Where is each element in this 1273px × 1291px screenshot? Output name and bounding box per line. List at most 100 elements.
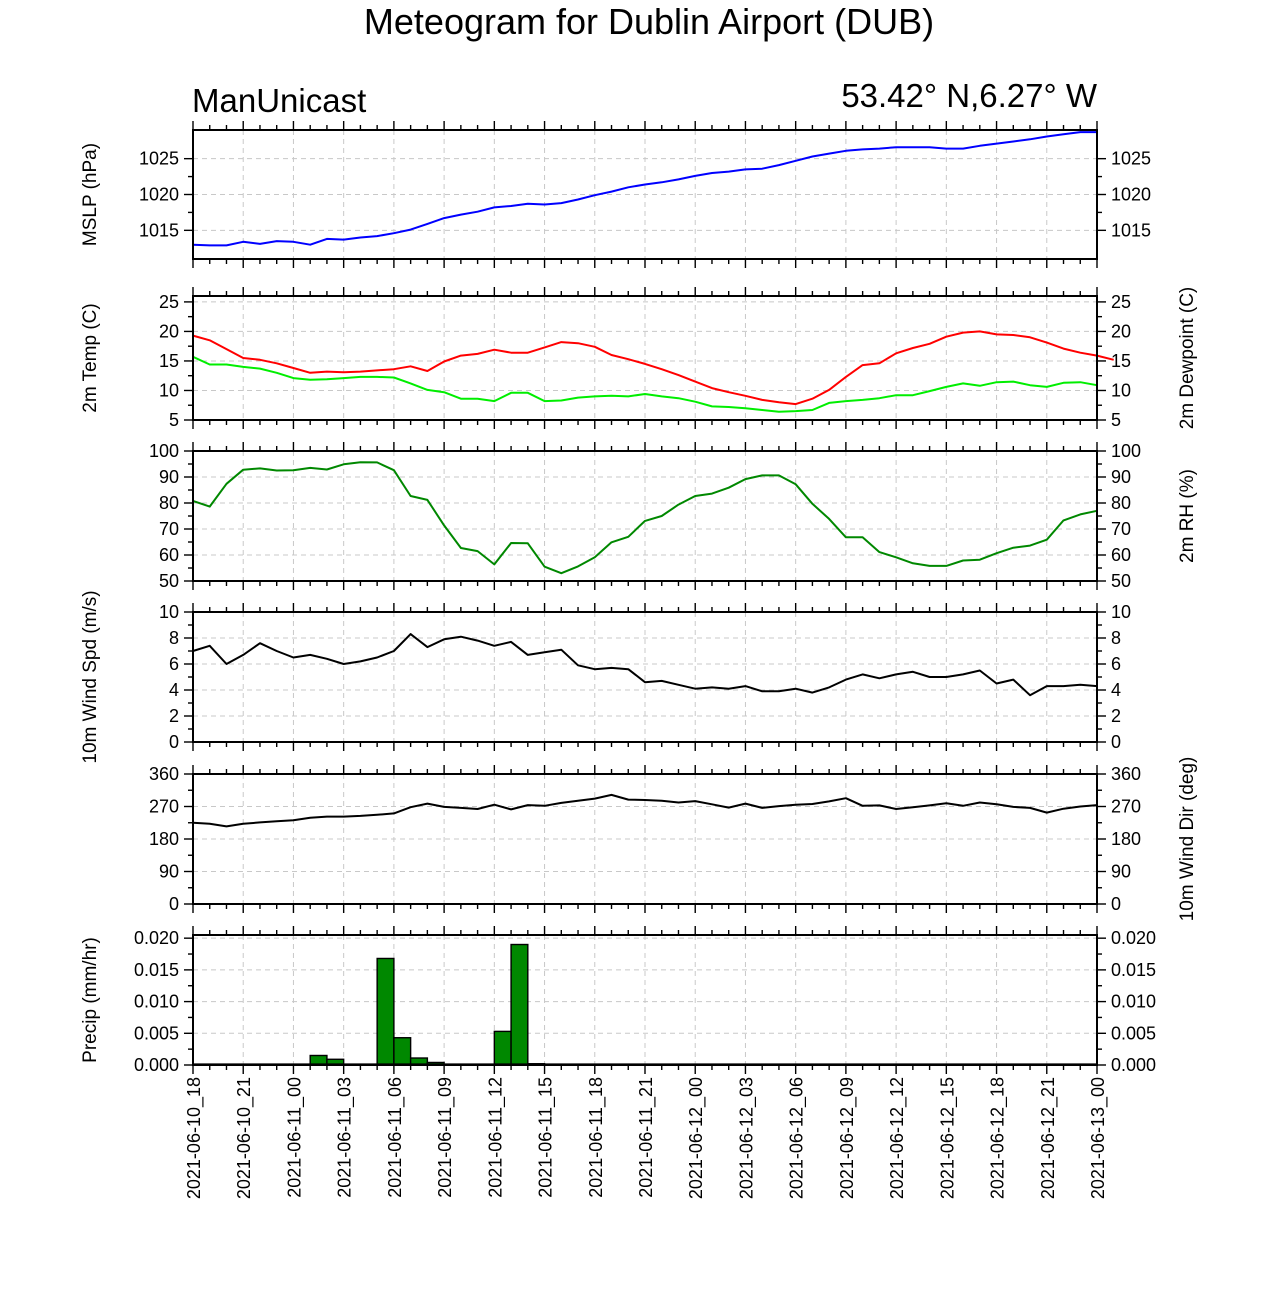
y-tick-label-right: 1015 bbox=[1111, 220, 1151, 240]
x-tick-label: 2021-06-11_09 bbox=[435, 1077, 456, 1198]
y-tick-label-left: 50 bbox=[159, 571, 179, 591]
y-tick-label-left: 0 bbox=[169, 732, 179, 752]
series-line-1 bbox=[192, 330, 1114, 406]
panel-4: 0 0 2 2 4 4 6 6 8 8 10 10 10m Wind Spd (m/s) bbox=[80, 590, 1131, 763]
series-line-1 bbox=[192, 461, 1098, 575]
y-tick-label-left: 360 bbox=[149, 764, 179, 784]
y-axis-label-right: 2m RH (%) bbox=[1177, 469, 1198, 563]
y-tick-label-left: 80 bbox=[159, 493, 179, 513]
y-tick-label-right: 1025 bbox=[1111, 149, 1151, 169]
y-tick-label-left: 0.010 bbox=[134, 992, 179, 1012]
y-tick-label-left: 1015 bbox=[139, 220, 179, 240]
y-axis-label-left: MSLP (hPa) bbox=[80, 143, 101, 246]
y-tick-label-left: 10 bbox=[159, 602, 179, 622]
y-tick-label-right: 70 bbox=[1111, 519, 1131, 539]
y-tick-label-left: 90 bbox=[159, 467, 179, 487]
y-tick-label-left: 5 bbox=[169, 410, 179, 430]
series-line-2 bbox=[192, 355, 1098, 413]
y-tick-label-right: 50 bbox=[1111, 571, 1131, 591]
y-tick-label-left: 20 bbox=[159, 321, 179, 341]
y-tick-label-left: 90 bbox=[159, 862, 179, 882]
series-line-1 bbox=[192, 793, 1098, 828]
series-line-1 bbox=[192, 131, 1097, 247]
x-tick-label: 2021-06-12_15 bbox=[937, 1077, 958, 1199]
x-tick-label: 2021-06-12_09 bbox=[837, 1077, 858, 1199]
y-tick-label-right: 0 bbox=[1111, 732, 1121, 752]
x-tick-label: 2021-06-12_03 bbox=[736, 1077, 757, 1199]
x-tick-label: 2021-06-11_12 bbox=[485, 1077, 506, 1198]
y-tick-label-left: 1025 bbox=[139, 149, 179, 169]
y-tick-label-left: 0.015 bbox=[134, 960, 179, 980]
x-tick-label: 2021-06-12_21 bbox=[1038, 1077, 1059, 1199]
y-tick-label-left: 0.000 bbox=[134, 1055, 179, 1075]
x-tick-label: 2021-06-11_21 bbox=[636, 1077, 657, 1198]
y-tick-label-right: 0 bbox=[1111, 894, 1121, 914]
y-tick-label-right: 100 bbox=[1111, 441, 1141, 461]
y-tick-label-right: 25 bbox=[1111, 292, 1131, 312]
y-tick-label-left: 0.020 bbox=[134, 928, 179, 948]
y-tick-label-right: 360 bbox=[1111, 764, 1141, 784]
y-tick-label-left: 4 bbox=[169, 680, 179, 700]
y-tick-label-right: 15 bbox=[1111, 351, 1131, 371]
x-tick-label: 2021-06-12_00 bbox=[686, 1077, 707, 1199]
x-tick-label: 2021-06-12_18 bbox=[988, 1077, 1009, 1199]
y-tick-label-right: 80 bbox=[1111, 493, 1131, 513]
series-line-1 bbox=[192, 633, 1098, 697]
location-label: 53.42° N,6.27° W bbox=[841, 77, 1098, 114]
x-tick-label: 2021-06-11_06 bbox=[385, 1077, 406, 1198]
x-tick-label: 2021-06-11_18 bbox=[586, 1077, 607, 1198]
precip-bar bbox=[393, 1037, 412, 1066]
panel-3: 50 50 60 60 70 70 80 80 90 90 100 100 2m RH (%) bbox=[149, 441, 1198, 591]
x-tick-label: 2021-06-10_21 bbox=[234, 1077, 255, 1199]
x-tick-label: 2021-06-11_15 bbox=[536, 1077, 557, 1198]
y-tick-label-right: 180 bbox=[1111, 829, 1141, 849]
chart-title: Meteogram for Dublin Airport (DUB) bbox=[364, 1, 934, 42]
precip-bar bbox=[376, 957, 395, 1066]
y-tick-label-right: 20 bbox=[1111, 321, 1131, 341]
x-tick-label: 2021-06-11_00 bbox=[284, 1077, 305, 1198]
y-axis-label-right: 2m Dewpoint (C) bbox=[1177, 287, 1198, 430]
y-axis-label-left: Precip (mm/hr) bbox=[80, 937, 101, 1063]
y-tick-label-right: 0.000 bbox=[1111, 1055, 1156, 1075]
y-tick-label-right: 0.010 bbox=[1111, 992, 1156, 1012]
y-tick-label-right: 10 bbox=[1111, 602, 1131, 622]
y-axis-label-left: 10m Wind Spd (m/s) bbox=[80, 590, 101, 763]
y-tick-label-right: 1020 bbox=[1111, 185, 1151, 205]
y-tick-label-right: 270 bbox=[1111, 797, 1141, 817]
y-axis-label-left: 2m Temp (C) bbox=[80, 303, 101, 412]
panel-2: 5 5 10 10 15 15 20 20 25 25 2m Temp (C) 2m Dewpoint… bbox=[80, 287, 1198, 430]
y-tick-label-right: 4 bbox=[1111, 680, 1121, 700]
y-tick-label-left: 10 bbox=[159, 380, 179, 400]
y-tick-label-right: 0.020 bbox=[1111, 928, 1156, 948]
y-tick-label-right: 0.005 bbox=[1111, 1023, 1156, 1043]
panel-6: 0.000 0.000 0.005 0.005 0.010 0.010 0.015 0.015… bbox=[80, 926, 1156, 1075]
y-tick-label-right: 60 bbox=[1111, 545, 1131, 565]
x-tick-label: 2021-06-13_00 bbox=[1088, 1077, 1109, 1199]
time-axis: 2021-06-10_18 2021-06-10_21 2021-06-11_00 2… bbox=[184, 1077, 1109, 1199]
x-tick-label: 2021-06-12_12 bbox=[887, 1077, 908, 1199]
y-tick-label-right: 8 bbox=[1111, 628, 1121, 648]
panel-1: 1015 1015 1020 1020 1025 1025 MSLP (hPa) bbox=[80, 121, 1151, 268]
y-tick-label-left: 180 bbox=[149, 829, 179, 849]
y-tick-label-right: 2 bbox=[1111, 706, 1121, 726]
y-tick-label-left: 2 bbox=[169, 706, 179, 726]
model-label: ManUnicast bbox=[192, 82, 366, 119]
y-tick-label-left: 6 bbox=[169, 654, 179, 674]
precip-bar bbox=[493, 1030, 512, 1066]
y-axis-label-right: 10m Wind Dir (deg) bbox=[1177, 757, 1198, 922]
y-tick-label-right: 5 bbox=[1111, 410, 1121, 430]
precip-bar bbox=[510, 943, 529, 1066]
x-tick-label: 2021-06-11_03 bbox=[335, 1077, 356, 1198]
y-tick-label-left: 0.005 bbox=[134, 1023, 179, 1043]
y-tick-label-right: 6 bbox=[1111, 654, 1121, 674]
y-tick-label-left: 60 bbox=[159, 545, 179, 565]
x-tick-label: 2021-06-12_06 bbox=[787, 1077, 808, 1199]
y-tick-label-right: 90 bbox=[1111, 467, 1131, 487]
y-tick-label-left: 1020 bbox=[139, 185, 179, 205]
y-tick-label-left: 15 bbox=[159, 351, 179, 371]
y-tick-label-left: 70 bbox=[159, 519, 179, 539]
y-tick-label-left: 8 bbox=[169, 628, 179, 648]
y-tick-label-right: 0.015 bbox=[1111, 960, 1156, 980]
